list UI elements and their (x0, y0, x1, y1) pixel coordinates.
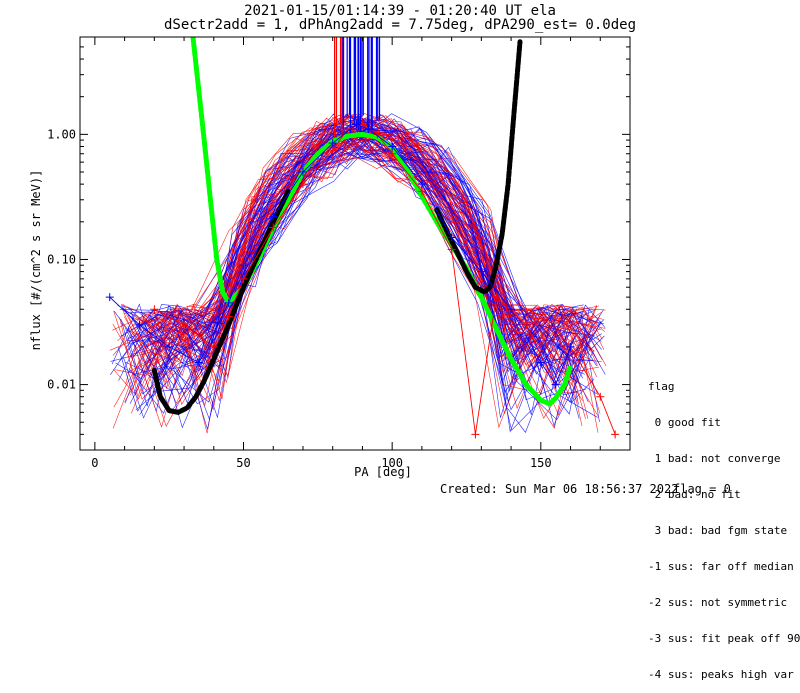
data-point-marker (180, 320, 189, 329)
data-series (105, 37, 620, 439)
trace-line (110, 140, 597, 395)
data-point-marker (135, 320, 144, 329)
x-axis-label: PA [deg] (354, 465, 412, 479)
data-point-marker (352, 120, 361, 129)
legend-item: -1 sus: far off median (648, 560, 794, 573)
data-point-marker (298, 180, 307, 189)
x-tick-label: 50 (236, 456, 250, 470)
background-traces (109, 37, 607, 434)
y-tick-label: 1.00 (47, 127, 76, 141)
data-point-marker (536, 358, 545, 367)
y-tick-label: 0.01 (47, 378, 76, 392)
fit-curve (434, 39, 523, 295)
data-point-marker (388, 149, 397, 158)
data-point-marker (566, 342, 575, 351)
flag-value: flag = 0 (673, 482, 731, 496)
legend-title: flag (648, 380, 675, 393)
data-point-marker (477, 267, 486, 276)
trace-line (136, 118, 593, 418)
data-point-marker (224, 312, 233, 321)
data-point-marker (224, 298, 233, 307)
plot-frame (79, 36, 631, 451)
legend-item: 2 bad: no fit (648, 488, 741, 501)
legend-item: 0 good fit (648, 416, 721, 429)
data-point-marker (521, 320, 530, 329)
data-point-marker (328, 145, 337, 154)
trace-line (121, 118, 607, 395)
data-point-marker (417, 187, 426, 196)
data-point-marker (328, 139, 337, 148)
trace-line (131, 113, 577, 383)
x-tick-label: 0 (91, 456, 98, 470)
axis-ticks: 0 50 100 150 0.01 0.10 1.00 (47, 36, 630, 470)
data-point-marker (471, 430, 480, 439)
data-point-marker (194, 358, 203, 367)
data-point-marker (417, 180, 426, 189)
plot-border (79, 36, 631, 451)
legend-item: -2 sus: not symmetric (648, 596, 788, 609)
chart-subtitle: dSectr2add = 1, dPhAng2add = 7.75deg, dP… (163, 17, 636, 33)
trace-line (131, 137, 577, 419)
data-point-marker (388, 142, 397, 151)
trace-line (112, 115, 575, 396)
trace-line (112, 115, 601, 429)
x-tick-label: 100 (381, 456, 403, 470)
data-point-marker (551, 380, 560, 389)
x-tick-label: 150 (530, 456, 552, 470)
data-point-marker (105, 293, 114, 302)
data-point-marker (492, 293, 501, 302)
y-axis-label: nflux [#/(cm^2 s sr MeV)] (29, 170, 43, 351)
fit-curve (190, 37, 574, 407)
legend-item: 1 bad: not converge (648, 452, 781, 465)
trace-line (111, 128, 602, 414)
data-point-marker (209, 342, 218, 351)
created-timestamp: Created: Sun Mar 06 18:56:37 2022 (440, 482, 679, 496)
data-point-marker (447, 245, 456, 254)
trace-line (135, 117, 595, 421)
legend-item: 3 bad: bad fgm state (648, 524, 788, 537)
trace-line (139, 123, 574, 411)
legend-item: -4 sus: peaks high var (648, 668, 794, 681)
y-tick-label: 0.10 (47, 252, 76, 266)
data-point-marker (165, 342, 174, 351)
data-point-marker (239, 261, 248, 270)
trace-line (138, 140, 605, 350)
data-point-marker (239, 274, 248, 283)
trace-line (130, 127, 602, 433)
data-point-marker (269, 212, 278, 221)
data-point-marker (373, 130, 382, 139)
trace-line (128, 123, 576, 414)
legend-item: -3 sus: fit peak off 90 (648, 632, 800, 645)
data-point-marker (298, 168, 307, 177)
data-point-marker (269, 223, 278, 232)
data-point-marker (447, 233, 456, 242)
data-point-marker (364, 125, 373, 134)
trace-line (110, 117, 580, 375)
chart-title: 2021-01-15/01:14:39 - 01:20:40 UT ela (244, 3, 556, 19)
data-point-marker (596, 392, 605, 401)
chart-area: 0 50 100 150 0.01 0.10 1.00 PA [deg] nflux [#/… (29, 36, 631, 479)
data-point-marker (150, 305, 159, 314)
data-point-marker (611, 430, 620, 439)
data-point-marker (507, 305, 516, 314)
trace-line (119, 118, 579, 405)
flag-legend: flag 0 good fit 1 bad: not converge 2 ba… (648, 357, 800, 693)
fit-curve (151, 188, 291, 415)
trace-line (119, 117, 583, 434)
trace-line (144, 122, 603, 429)
trace-line (125, 146, 601, 414)
